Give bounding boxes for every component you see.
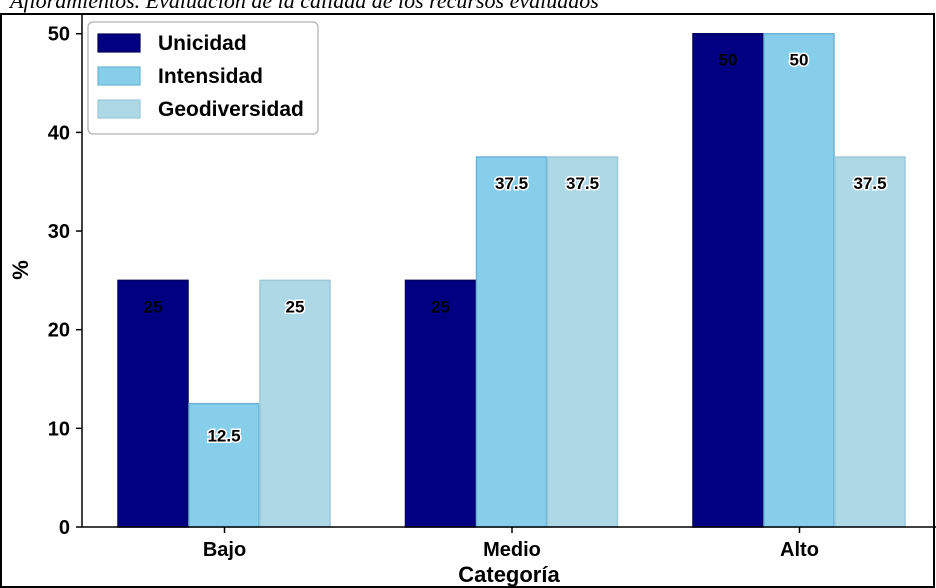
x-tick-label: Alto [780,539,819,561]
axes: 0 10 20 30 40 50 Bajo Medio Alto [48,14,936,561]
legend-swatch [97,33,141,53]
bar-geodiversidad-alto [834,156,906,528]
bar-value-label: 12.5 [207,427,240,446]
bar-value-label: 25 [144,297,163,316]
bar-value-label: 37.5 [495,174,528,193]
legend-label: Unicidad [158,32,247,55]
bar-intensidad-medio [475,156,548,528]
bar-value-label: 25 [286,297,305,316]
legend: Unicidad Intensidad Geodiversidad [87,21,319,135]
x-axis-label: Categoría [458,562,560,587]
bar-value-label: 50 [790,51,809,70]
bar-value-label: 37.5 [566,174,599,193]
bar-intensidad-bajo [188,402,260,528]
y-axis-label: % [8,260,33,280]
legend-label: Intensidad [158,65,263,88]
legend-swatch [97,99,141,119]
bar-value-label: 25 [431,297,450,316]
x-tick-label: Medio [483,539,541,561]
y-tick-label: 30 [48,221,70,243]
bar-value-label: 37.5 [853,174,886,193]
y-tick-label: 10 [48,418,70,440]
bar-value-label: 50 [719,51,738,70]
y-tick-label: 40 [48,122,70,144]
x-tick-label: Bajo [203,539,246,561]
bar-intensidad-alto [763,32,835,528]
bar-unicidad-alto [692,32,764,528]
bar-unicidad-medio [404,279,477,528]
y-tick-label: 50 [48,24,70,46]
y-tick-label: 0 [59,517,70,539]
bar-unicidad-bajo [117,279,189,528]
bars [117,32,906,528]
legend-frame [87,21,319,135]
figure-caption: Afloramientos. Evaluación de la calidad … [8,0,599,13]
legend-label: Geodiversidad [158,98,304,121]
y-tick-label: 20 [48,320,70,342]
bar-geodiversidad-bajo [259,279,331,528]
figure-border [0,13,935,588]
legend-swatch [97,66,141,86]
bar-labels: 25 12.5 25 25 37.5 37.5 50 50 37.5 [144,49,889,447]
bar-geodiversidad-medio [546,156,619,528]
